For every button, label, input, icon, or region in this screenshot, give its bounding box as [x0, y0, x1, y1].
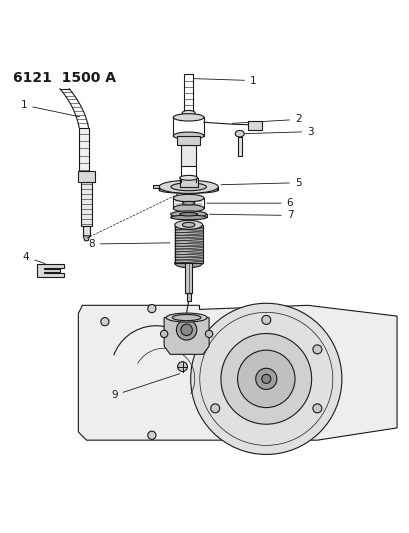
Polygon shape — [153, 185, 159, 189]
Circle shape — [176, 320, 196, 340]
Ellipse shape — [174, 259, 202, 268]
Text: 9: 9 — [111, 374, 180, 400]
Circle shape — [147, 304, 155, 313]
Ellipse shape — [159, 187, 218, 193]
Bar — [247, 120, 262, 130]
Bar — [184, 263, 192, 293]
Polygon shape — [37, 264, 64, 277]
Ellipse shape — [173, 195, 204, 201]
Circle shape — [180, 324, 192, 336]
Ellipse shape — [179, 175, 197, 180]
Ellipse shape — [170, 211, 206, 217]
Bar — [237, 137, 241, 156]
Circle shape — [261, 316, 270, 325]
Text: 2: 2 — [232, 115, 301, 124]
Polygon shape — [83, 236, 90, 241]
Bar — [79, 127, 88, 173]
Text: 8: 8 — [88, 239, 170, 249]
Ellipse shape — [182, 110, 195, 116]
Ellipse shape — [166, 313, 207, 322]
Circle shape — [312, 404, 321, 413]
Bar — [186, 293, 190, 301]
Polygon shape — [78, 305, 396, 440]
Text: 1: 1 — [20, 100, 79, 117]
Circle shape — [255, 368, 276, 390]
Circle shape — [210, 404, 219, 413]
Ellipse shape — [159, 180, 218, 193]
Ellipse shape — [174, 220, 202, 229]
Text: 4: 4 — [22, 252, 45, 263]
Bar — [177, 136, 200, 145]
Circle shape — [261, 374, 270, 383]
Circle shape — [220, 334, 311, 424]
Text: 1: 1 — [193, 76, 256, 86]
Ellipse shape — [173, 205, 204, 212]
Circle shape — [177, 362, 187, 372]
Circle shape — [237, 350, 294, 408]
Bar — [77, 172, 95, 182]
Bar — [83, 225, 90, 236]
Text: 3: 3 — [244, 127, 313, 136]
Ellipse shape — [171, 183, 206, 191]
Circle shape — [147, 431, 155, 439]
Circle shape — [312, 345, 321, 354]
Ellipse shape — [182, 222, 194, 227]
Text: 5: 5 — [220, 177, 301, 188]
Text: 6: 6 — [206, 198, 292, 208]
Circle shape — [160, 330, 167, 337]
Ellipse shape — [172, 314, 200, 321]
Text: 6121  1500 A: 6121 1500 A — [13, 71, 116, 85]
Bar — [179, 178, 197, 187]
Ellipse shape — [235, 131, 244, 137]
Bar — [180, 145, 196, 166]
Circle shape — [101, 318, 109, 326]
Ellipse shape — [173, 114, 204, 121]
Circle shape — [205, 330, 212, 337]
Circle shape — [190, 303, 341, 455]
Ellipse shape — [179, 212, 197, 216]
Ellipse shape — [182, 201, 194, 205]
Ellipse shape — [173, 132, 204, 140]
Text: 7: 7 — [209, 211, 292, 221]
Polygon shape — [164, 318, 209, 354]
Ellipse shape — [170, 215, 206, 220]
Bar — [174, 225, 202, 263]
Bar — [81, 182, 92, 225]
